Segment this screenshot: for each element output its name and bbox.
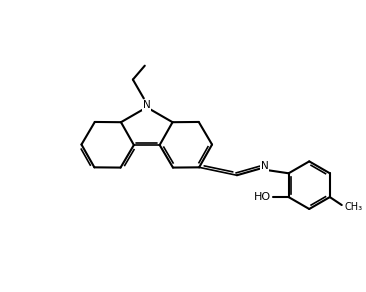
- Text: CH₃: CH₃: [345, 202, 363, 212]
- Text: N: N: [143, 100, 151, 110]
- Text: N: N: [261, 161, 269, 171]
- Text: HO: HO: [254, 192, 271, 202]
